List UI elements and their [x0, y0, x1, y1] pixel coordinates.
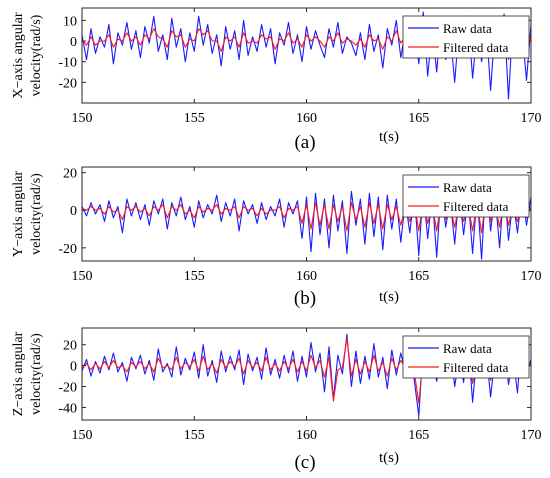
x-tick-label: 165: [408, 269, 429, 284]
y-tick-label: 10: [63, 14, 77, 29]
series-line-filtered: [82, 194, 531, 234]
legend-label: Filtered data: [443, 199, 509, 214]
legend: Raw data Filtered data: [402, 15, 530, 59]
y-tick-label: 0: [70, 35, 77, 50]
y-tick-label: -40: [58, 401, 77, 416]
x-tick-label: 165: [408, 111, 429, 126]
y-tick-label: -20: [58, 242, 77, 257]
legend-label: Filtered data: [443, 360, 509, 375]
y-axis-label-line1: Y−axis angular: [11, 171, 26, 257]
y-axis-label-line2: velocity(rad/s): [29, 14, 44, 96]
legend-box: [402, 15, 530, 59]
x-tick-label: 150: [72, 111, 93, 126]
legend-label: Raw data: [443, 341, 492, 356]
y-tick-label: -10: [58, 56, 77, 71]
x-tick-label: 160: [296, 269, 317, 284]
legend-box: [402, 335, 530, 379]
x-tick-label: 160: [296, 111, 317, 126]
x-tick-label: 170: [521, 428, 542, 443]
y-tick-label: -20: [58, 76, 77, 91]
y-tick-label: 0: [70, 204, 77, 219]
x-tick-label: 170: [521, 111, 542, 126]
y-axis-label-line1: Z−axis angular: [11, 331, 26, 416]
x-axis-label: t(s): [379, 450, 399, 466]
x-tick-label: 160: [296, 428, 317, 443]
x-axis-label: t(s): [379, 129, 399, 145]
panel-caption: (a): [294, 132, 315, 153]
panel-caption: (b): [294, 288, 316, 309]
y-tick-label: 0: [70, 360, 77, 375]
y-axis-label-line2: velocity(rad/s): [29, 333, 44, 415]
y-tick-label: 20: [63, 167, 77, 182]
chart-panel-a: 150 155 160 165 170 10 0 -10 -20 X−axis angular ve…: [11, 7, 542, 153]
x-tick-label: 155: [184, 111, 205, 126]
x-tick-label: 155: [184, 428, 205, 443]
legend-label: Raw data: [443, 180, 492, 195]
y-axis-label-line2: velocity(rad/s): [29, 173, 44, 255]
x-axis-label: t(s): [379, 289, 399, 305]
y-axis-label-line1: X−axis angular: [11, 12, 26, 98]
x-tick-label: 150: [72, 269, 93, 284]
chart-panel-b: 150 155 160 165 170 20 0 -20 Y−axis angular veloc…: [11, 166, 542, 309]
series-line-raw: [82, 11, 531, 100]
x-tick-label: 150: [72, 428, 93, 443]
legend: Raw data Filtered data: [402, 174, 530, 218]
legend-label: Raw data: [443, 21, 492, 36]
panel-caption: (c): [294, 452, 315, 473]
x-tick-label: 170: [521, 269, 542, 284]
y-tick-label: 20: [63, 339, 77, 354]
chart-panel-c: 150 155 160 165 170 20 0 -20 -40 Z−axis angular ve…: [11, 327, 542, 473]
x-tick-label: 165: [408, 428, 429, 443]
legend-box: [402, 174, 530, 218]
x-tick-label: 155: [184, 269, 205, 284]
legend: Raw data Filtered data: [402, 335, 530, 379]
y-tick-label: -20: [58, 381, 77, 396]
legend-label: Filtered data: [443, 40, 509, 55]
